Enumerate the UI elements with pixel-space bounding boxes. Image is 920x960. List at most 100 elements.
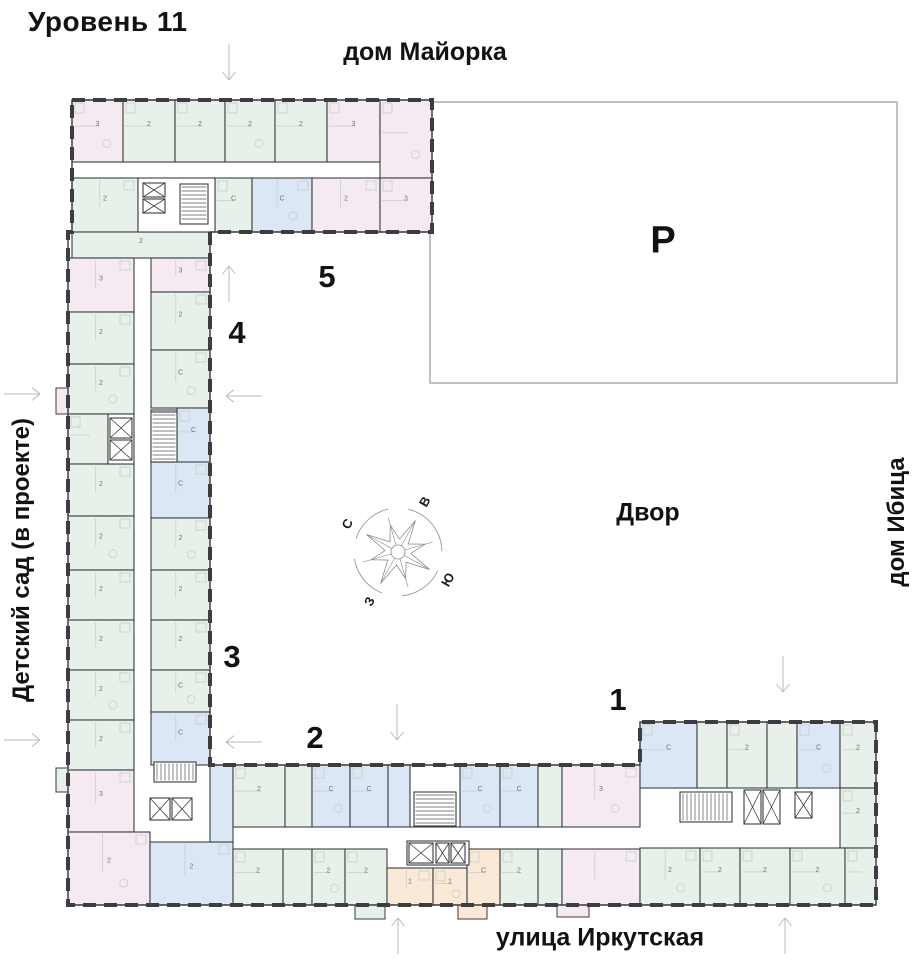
unit-type-label: С — [516, 786, 521, 793]
apartment-unit — [150, 291, 211, 351]
elevator-shaft-cross — [142, 198, 166, 214]
label-house-ibiza: дом Ибица — [883, 457, 910, 587]
compass-letter: З — [361, 594, 378, 608]
apartment-unit — [726, 721, 768, 789]
elevator-shaft-cross — [762, 789, 781, 825]
unit-type-label: 2 — [816, 867, 820, 874]
elevator-shaft-cross — [408, 842, 434, 864]
apartment-unit — [839, 721, 877, 789]
furniture-hint — [74, 102, 85, 114]
furniture-hint — [382, 102, 393, 114]
unit-type-label: 2 — [99, 586, 103, 593]
page-title: Уровень 11 — [28, 6, 188, 37]
unit-type-label: 2 — [99, 380, 103, 387]
apartment-unit — [150, 257, 211, 293]
unit-type-label: 2 — [668, 867, 672, 874]
furniture-hint — [823, 883, 832, 893]
entrance-arrow-head — [225, 735, 235, 743]
unit-type-label: 2 — [248, 121, 252, 128]
compass-rose: С В Ю З — [338, 494, 457, 609]
unit-type-label: 1 — [408, 879, 412, 886]
furniture-hint — [347, 851, 358, 863]
parking-area — [429, 101, 898, 384]
furniture-hint — [195, 464, 207, 475]
furniture-hint — [123, 180, 135, 191]
apartment-unit — [174, 99, 226, 163]
outer-wall-windows — [66, 98, 878, 907]
apartment-unit — [459, 764, 501, 828]
furniture-hint — [642, 724, 653, 736]
apartment-unit — [67, 669, 135, 721]
apartment-unit — [71, 177, 139, 233]
apartment-unit — [150, 569, 211, 621]
staircase — [413, 791, 457, 827]
furniture-hint — [469, 851, 480, 863]
unit-type-label: 3 — [99, 791, 103, 798]
furniture-hint — [227, 102, 238, 114]
apartment-unit — [71, 231, 211, 259]
furniture-hint — [119, 722, 131, 733]
furniture-hint — [177, 102, 188, 114]
apartment-unit — [67, 463, 135, 517]
elevator-shaft-cross — [450, 842, 466, 864]
apartment-unit — [67, 413, 109, 465]
apartment-unit — [537, 848, 563, 906]
entrance-arrow-head — [396, 731, 404, 741]
furniture-hint — [314, 851, 325, 863]
furniture-hint — [502, 767, 513, 779]
unit-type-label: 2 — [99, 329, 103, 336]
furniture-hint — [119, 772, 131, 783]
unit-type-label: 1 — [448, 879, 452, 886]
unit-type-label: 2 — [718, 867, 722, 874]
label-street-irkutskaya: улица Иркутская — [495, 923, 705, 952]
unit-type-label: С — [178, 481, 183, 488]
apartment-unit — [284, 764, 313, 828]
apartment-unit — [232, 848, 284, 906]
furniture-hint — [186, 550, 196, 559]
apartment-unit — [67, 515, 135, 571]
furniture-hint — [288, 211, 298, 221]
apartment-unit — [282, 848, 313, 906]
furniture-hint — [352, 767, 363, 779]
unit-type-label: 2 — [179, 636, 183, 643]
apartment-unit — [326, 99, 381, 163]
unit-type-label: 3 — [599, 786, 603, 793]
elevator-shaft-cross — [171, 797, 193, 821]
unit-type-label: С — [328, 786, 333, 793]
unit-type-label: С — [816, 745, 821, 752]
furniture-hint — [410, 150, 420, 160]
furniture-hint — [610, 804, 620, 813]
furniture-hint — [102, 138, 112, 148]
elevator-shaft-cross — [109, 417, 133, 439]
unit-type-label: 2 — [299, 121, 303, 128]
furniture-hint — [195, 714, 207, 725]
compass-star — [366, 520, 430, 584]
unit-type-label: 2 — [99, 636, 103, 643]
apartment-unit — [67, 769, 135, 833]
furniture-hint — [729, 724, 740, 736]
apartment-unit — [766, 721, 798, 789]
apartment-unit — [67, 719, 135, 771]
apartment-unit — [224, 99, 276, 163]
furniture-hint — [314, 767, 325, 779]
unit-type-label: 2 — [763, 867, 767, 874]
apartment-unit — [537, 764, 563, 828]
furniture-hint — [119, 260, 131, 271]
apartment-unit — [150, 349, 211, 409]
apartment-unit — [839, 787, 877, 849]
unit-type-label: С — [279, 196, 284, 203]
staircase — [150, 411, 178, 463]
apartment-unit — [67, 257, 135, 313]
furniture-hint — [365, 180, 377, 191]
furniture-hint — [108, 700, 118, 710]
apartment-unit — [796, 721, 841, 789]
apartment-unit — [386, 867, 434, 906]
compass-letter: В — [416, 494, 434, 509]
furniture-hint — [329, 102, 340, 114]
label-kindergarten: Детский сад (в проекте) — [8, 418, 35, 702]
entrance-arrow-head — [222, 71, 230, 81]
furniture-hint — [235, 851, 246, 863]
unit-type-label: 2 — [256, 868, 260, 875]
apartment-unit — [232, 764, 286, 828]
apartment-unit — [67, 363, 135, 415]
